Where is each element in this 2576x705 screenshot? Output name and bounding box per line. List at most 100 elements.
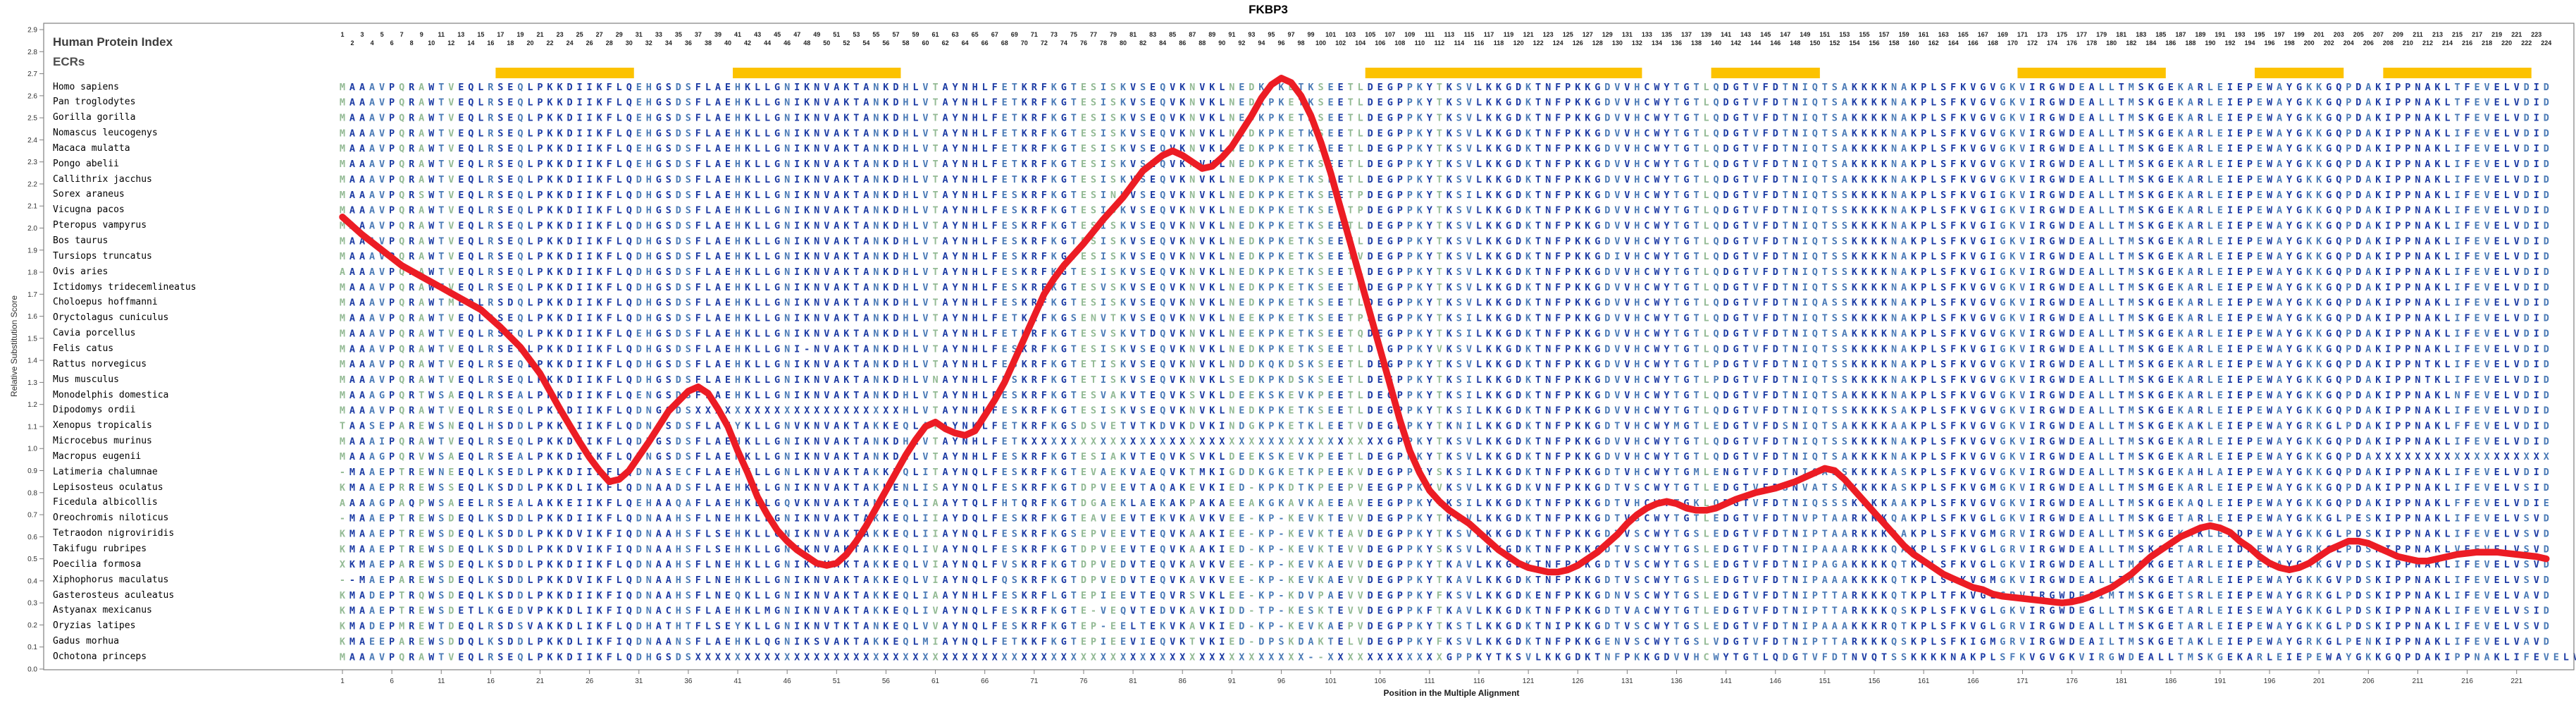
sequence-run: V [1101, 313, 1106, 324]
sequence-run: W [2267, 313, 2273, 324]
sequence-run: E [2079, 328, 2085, 339]
sequence-run: A [419, 328, 424, 339]
sequence-run: H [1634, 328, 1640, 339]
index-number: 107 [1385, 31, 1395, 38]
sequence-run: W [2267, 174, 2273, 185]
sequence-run: N [1792, 159, 1798, 170]
species-name: Macaca mulatta [53, 143, 130, 154]
sequence-run: H [903, 374, 908, 386]
sequence-run: E [1288, 113, 1294, 124]
sequence-run: T [1783, 328, 1788, 339]
sequence-run: D [448, 621, 454, 632]
sequence-run: R [409, 174, 415, 185]
sequence-run: A [2089, 298, 2095, 309]
sequence-run: I [1101, 235, 1106, 247]
sequence-run: V [1624, 251, 1630, 262]
sequence-run: V [922, 82, 928, 93]
sequence-run: E [1328, 343, 1334, 355]
sequence-run: K [1318, 513, 1325, 525]
sequence-run: E [1150, 467, 1156, 478]
sequence-run: Q [1714, 498, 1719, 509]
sequence-run: K [488, 636, 494, 647]
sequence-run: LKKGD [1476, 128, 1521, 139]
sequence-run: IEP [2227, 575, 2253, 586]
index-number: 90 [1218, 39, 1225, 47]
sequence-run: W [2267, 513, 2273, 525]
sequence-run: IRGWD [2029, 405, 2074, 417]
sequence-run: V [1753, 482, 1759, 494]
sequence-run: T [1783, 513, 1788, 525]
sequence-run: T [1071, 174, 1077, 185]
sequence-run: V [1753, 528, 1759, 539]
sequence-run: I [1101, 82, 1106, 93]
sequence-run: IQTSA [1802, 328, 1847, 339]
sequence-run: E [1338, 451, 1344, 462]
sequence-run: V [1753, 159, 1759, 170]
sequence-run: K [1051, 390, 1058, 401]
sequence-run: F [2465, 298, 2470, 309]
sequence-run: T [1071, 451, 1077, 462]
sequence-run: D [1249, 374, 1254, 386]
sequence-run: P [2455, 651, 2460, 663]
sequence-run: E [1714, 513, 1719, 525]
sequence-run: ELV [2494, 359, 2520, 370]
sequence-run: L [1704, 128, 1709, 139]
sequence-run: E [1239, 205, 1244, 216]
sequence-run: T [2119, 528, 2124, 539]
sequence-run: A [2277, 575, 2282, 586]
sequence-run: V [1624, 143, 1630, 154]
sequence-run: Q [1160, 220, 1165, 231]
sequence-run: V [1753, 190, 1759, 201]
sequence-run: T [1437, 235, 1442, 247]
sequence-run: H [903, 205, 908, 216]
x-tick-label: 191 [2215, 678, 2227, 685]
sequence-run: Q [517, 159, 523, 170]
sequence-run: W [2267, 298, 2273, 309]
sequence-run: H [903, 113, 908, 124]
index-number: 8 [410, 39, 414, 47]
species-name: Ictidomys tridecemlineatus [53, 282, 197, 293]
sequence-run: Q [1160, 143, 1165, 154]
sequence-run: V [922, 575, 928, 586]
sequence-run: A [419, 205, 424, 216]
sequence-run: DGT [1723, 159, 1749, 170]
x-tick-label: 76 [1079, 678, 1088, 685]
sequence-run: R [488, 282, 494, 293]
sequence-run: ELV [2494, 421, 2520, 432]
sequence-run: T [1071, 343, 1077, 355]
x-tick-label: 181 [2115, 678, 2127, 685]
sequence-run: P [389, 113, 395, 124]
sequence-run: E [2257, 251, 2262, 262]
sequence-run: IPAGA [1802, 559, 1847, 570]
sequence-run: D [448, 528, 454, 539]
sequence-run: GKV [2000, 328, 2025, 339]
sequence-run: V [1130, 544, 1136, 555]
sequence-run: I [2534, 482, 2539, 494]
sequence-run: S [1437, 544, 1442, 555]
sequence-run: Y [1427, 621, 1433, 632]
sequence-run: K [1447, 544, 1453, 555]
sequence-run: R [2198, 143, 2204, 154]
sequence-run: D [517, 528, 523, 539]
sequence-run: L [1704, 159, 1709, 170]
sequence-run: H [735, 159, 741, 170]
sequence-run: T [933, 282, 939, 293]
sequence-run: A [2089, 451, 2095, 462]
x-tick-label: 66 [981, 678, 989, 685]
sequence-run: DGT [1723, 251, 1749, 262]
sequence-run: Q [517, 251, 523, 262]
sequence-run: K [1120, 467, 1127, 478]
sequence-run: T [1673, 220, 1679, 231]
sequence-run: Q [517, 235, 523, 247]
sequence-run: K [1318, 636, 1325, 647]
sequence-run: KPLSFKVGV [1911, 174, 1995, 185]
sequence-run: IQTSA [1802, 390, 1847, 401]
sequence-run: GKV [2000, 482, 2025, 494]
sequence-run: E [1338, 359, 1344, 370]
sequence-run: Q [1714, 174, 1719, 185]
sequence-run: K [1051, 636, 1058, 647]
sequence-run: D [2355, 82, 2361, 93]
sequence-run: LKKGD [1476, 559, 1521, 570]
sequence-run: E [1328, 282, 1334, 293]
sequence-run: L [1704, 467, 1709, 478]
